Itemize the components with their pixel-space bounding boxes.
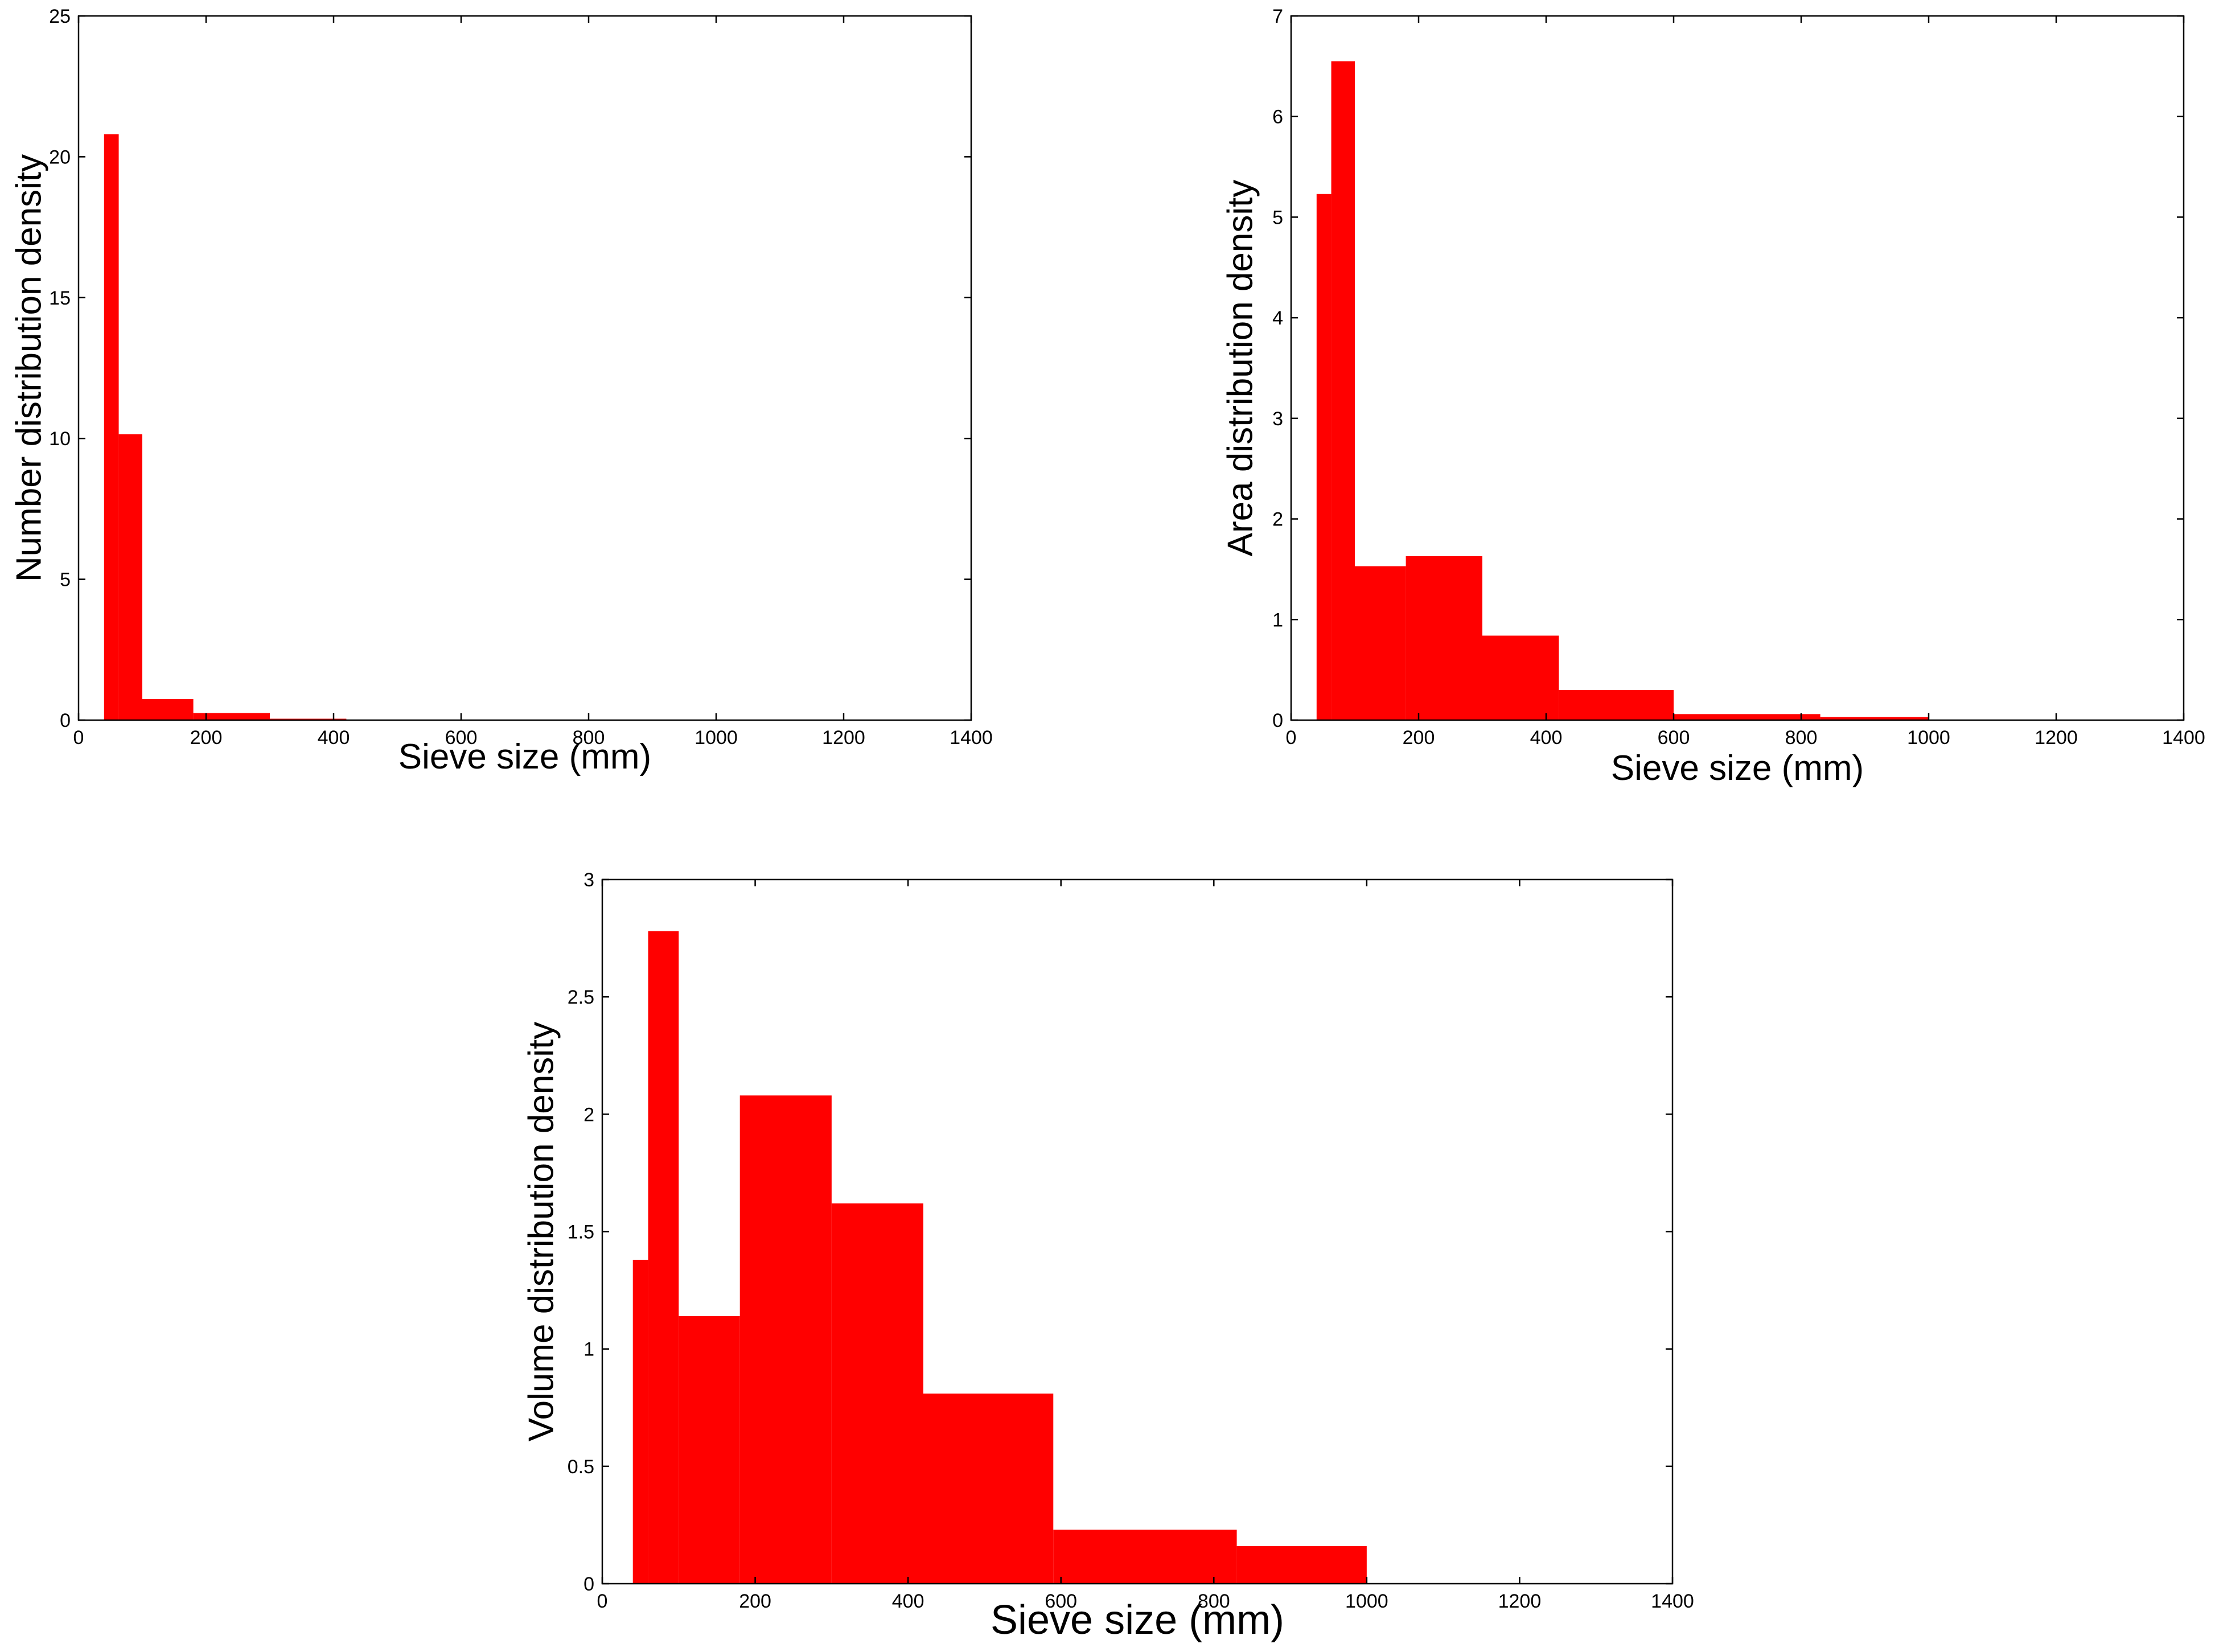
bar-volume-3 [739,1095,832,1584]
y-axis-label-number: Number distribution density [9,154,48,582]
y-tick-label-area-5: 5 [1272,207,1283,228]
bar-area-7 [1820,717,1929,720]
x-tick-label-volume-2: 400 [892,1591,924,1612]
bar-volume-1 [648,931,679,1584]
y-axis-label-volume: Volume distribution density [521,1022,561,1442]
x-tick-label-volume-1: 200 [739,1591,771,1612]
y-tick-label-number-1: 5 [60,569,71,591]
y-tick-label-volume-1: 0.5 [568,1456,594,1478]
y-tick-label-volume-6: 3 [583,869,594,891]
bar-number-0 [104,134,119,720]
plot-frame-area [1290,15,2185,721]
bar-volume-2 [679,1316,740,1584]
x-tick-label-area-6: 1200 [2035,727,2078,749]
x-tick-label-volume-7: 1400 [1651,1591,1694,1612]
bar-volume-7 [1236,1546,1367,1584]
x-axis-label-volume: Sieve size (mm) [991,1597,1284,1643]
y-tick-label-area-0: 0 [1272,710,1283,732]
y-tick-label-number-3: 15 [49,287,71,309]
bar-number-2 [142,698,194,720]
bar-area-3 [1406,556,1482,720]
y-tick-label-volume-3: 1.5 [568,1222,594,1243]
y-tick-label-number-5: 25 [49,6,71,27]
x-tick-label-number-7: 1400 [950,727,993,749]
bar-volume-6 [1053,1530,1237,1584]
x-tick-label-area-1: 200 [1403,727,1435,749]
x-tick-label-volume-4: 800 [1198,1591,1230,1612]
bar-area-6 [1674,714,1821,720]
y-tick-label-area-2: 2 [1272,509,1283,531]
bar-area-1 [1331,61,1355,720]
bar-area-0 [1316,194,1332,720]
y-axis-label-area: Area distribution density [1220,180,1260,557]
x-tick-label-number-6: 1200 [822,727,865,749]
x-tick-label-number-3: 600 [445,727,478,749]
x-tick-label-volume-0: 0 [597,1591,608,1612]
y-tick-label-volume-2: 1 [583,1339,594,1361]
x-tick-label-volume-3: 600 [1045,1591,1077,1612]
x-tick-label-volume-5: 1000 [1345,1591,1388,1612]
bar-number-3 [193,713,270,720]
x-tick-label-number-1: 200 [190,727,223,749]
x-tick-label-area-2: 400 [1530,727,1563,749]
y-tick-label-volume-4: 2 [583,1104,594,1125]
y-tick-label-area-3: 3 [1272,408,1283,430]
x-tick-label-number-4: 800 [573,727,605,749]
x-tick-label-area-3: 600 [1658,727,1690,749]
x-tick-label-area-7: 1400 [2162,727,2205,749]
chart-volume: 0 200 400 600 800 1000 1200 1400 0 0.5 1 1.5 2 2.5 3 Si… [521,869,1694,1643]
plot-frame-number [77,15,972,721]
chart-number: 0 200 400 600 800 1000 1200 1400 0 5 10 15 20 25 Sieve… [9,6,992,776]
y-tick-label-volume-5: 2.5 [568,987,594,1008]
x-axis-label-area: Sieve size (mm) [1611,749,1864,788]
y-tick-label-area-1: 1 [1272,609,1283,631]
y-tick-label-area-4: 4 [1272,307,1283,329]
x-tick-label-area-0: 0 [1286,727,1297,749]
x-tick-label-number-0: 0 [73,727,84,749]
x-axis-label-number: Sieve size (mm) [398,737,651,776]
y-tick-label-area-7: 7 [1272,6,1283,27]
x-tick-label-area-4: 800 [1785,727,1818,749]
x-tick-label-number-2: 400 [318,727,350,749]
x-tick-label-number-5: 1000 [695,727,738,749]
bar-volume-5 [923,1394,1054,1584]
chart-area: 0 200 400 600 800 1000 1200 1400 0 1 2 3 4 5 6 7 Sieve s… [1220,6,2205,788]
x-tick-label-area-5: 1000 [1907,727,1950,749]
bar-volume-4 [831,1203,923,1584]
y-tick-label-area-6: 6 [1272,106,1283,128]
y-tick-label-number-2: 10 [49,428,71,450]
bar-area-2 [1355,566,1406,720]
bar-volume-0 [632,1259,648,1584]
bar-number-1 [118,434,142,720]
y-tick-label-number-4: 20 [49,146,71,168]
bar-area-4 [1482,635,1559,720]
y-tick-label-number-0: 0 [60,710,71,732]
y-tick-label-volume-0: 0 [583,1573,594,1595]
x-tick-label-volume-6: 1200 [1498,1591,1542,1612]
bar-area-5 [1559,689,1674,720]
